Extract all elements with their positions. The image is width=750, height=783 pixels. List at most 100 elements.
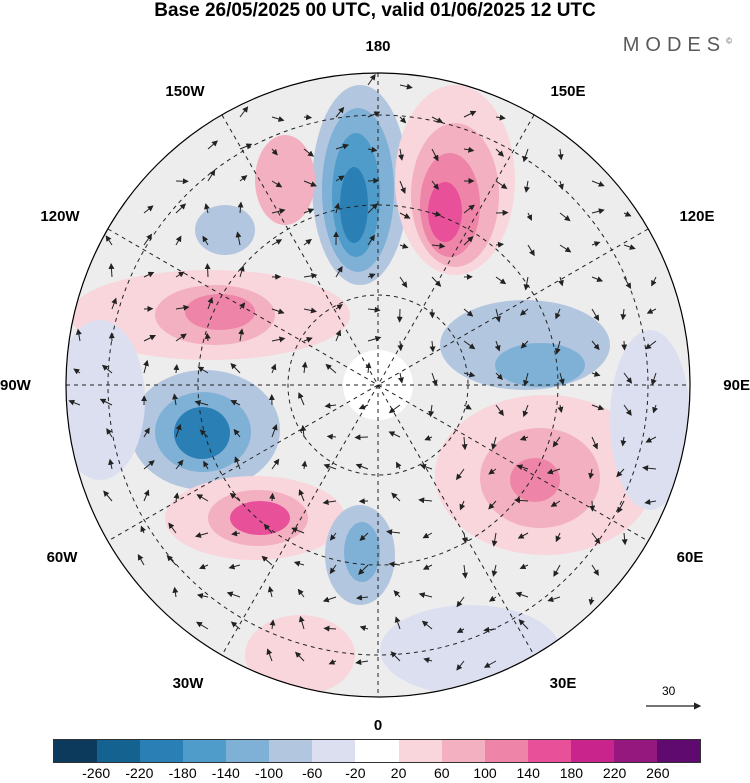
wind-vector-arrow: [491, 436, 497, 450]
wind-vector-arrow: [555, 340, 561, 355]
wind-vector-arrow: [230, 362, 241, 374]
wind-vector-arrow: [367, 234, 375, 246]
wind-vector-arrow: [652, 404, 658, 414]
wind-vector-arrow: [143, 205, 154, 214]
colorbar-segment: [613, 740, 657, 762]
lon-label-150e: 150E: [550, 83, 585, 100]
wind-vector-arrow: [172, 393, 179, 406]
colorbar-tick-label: -140: [211, 765, 240, 781]
wind-vector-arrow: [173, 364, 180, 374]
wind-vector-arrow: [175, 203, 187, 214]
wind-vector-arrow: [397, 340, 404, 352]
wind-vector-arrow: [461, 564, 468, 579]
wind-vector-arrow: [175, 235, 182, 246]
wind-vector-arrow: [488, 595, 497, 602]
wind-vector-arrow: [367, 203, 378, 214]
colorbar-tick-label: 20: [390, 765, 407, 781]
wind-vector-arrow: [644, 499, 657, 505]
wind-vector-arrow: [461, 532, 468, 544]
wind-vector-arrow: [491, 564, 498, 577]
colorbar-tick-label: 100: [473, 765, 497, 781]
wind-vector-arrow: [140, 525, 146, 534]
colorbar-tick-label: 180: [559, 765, 584, 781]
wind-vector-arrow: [367, 111, 381, 118]
wind-vector-arrow: [329, 564, 337, 575]
wind-vector-arrow: [555, 308, 561, 320]
wind-vector-arrow: [335, 304, 343, 310]
wind-vector-arrow: [196, 592, 209, 599]
wind-vector-arrow: [106, 428, 113, 438]
wind-vector-arrow: [303, 337, 313, 343]
wind-vector-arrow: [335, 106, 345, 118]
wind-vector-arrow: [591, 180, 605, 187]
wind-vector-arrow: [266, 648, 273, 662]
wind-vector-arrow: [108, 263, 115, 278]
wind-vector-arrow: [323, 625, 337, 632]
wind-vector-arrow: [393, 590, 401, 598]
wind-vector-arrow: [105, 235, 113, 246]
wind-vector-arrow: [388, 431, 401, 438]
wind-vector-arrow: [526, 212, 532, 221]
wind-vector-arrow: [419, 463, 433, 470]
wind-vector-arrow: [335, 143, 350, 150]
wind-vector-arrow: [358, 564, 369, 575]
wind-vector-arrow: [623, 372, 633, 384]
wind-vector-arrow: [143, 427, 150, 438]
wind-vector-arrow: [463, 308, 474, 317]
wind-vector-arrow: [646, 308, 657, 314]
wind-vector-arrow: [522, 148, 529, 163]
colorbar-segment: [484, 740, 528, 762]
wind-vector-arrow: [359, 532, 369, 541]
wind-vector-arrow: [588, 596, 595, 606]
wind-vector-arrow: [623, 404, 632, 416]
colorbar-ticks: -260 -220 -180 -140 -100 -60 -20 20 60 100 140 180 2…: [53, 765, 701, 783]
wind-vector-arrow: [456, 627, 465, 633]
wind-vector-arrow: [488, 500, 497, 510]
wind-vector-arrow: [461, 436, 468, 451]
wind-vector-arrow: [591, 208, 605, 215]
wind-vector-arrow: [557, 148, 564, 161]
wind-vector-arrow: [463, 403, 472, 410]
lon-label-120e: 120E: [679, 208, 714, 225]
wind-vector-arrow: [175, 423, 182, 438]
wind-vector-arrow: [143, 233, 153, 246]
wind-vector-arrow: [137, 554, 145, 566]
wind-vector-arrow: [463, 204, 475, 214]
wind-vector-arrow: [623, 211, 632, 217]
colorbar-segment: [312, 740, 356, 762]
wind-vector-arrow: [143, 489, 150, 502]
wind-vector-arrow: [207, 169, 216, 182]
brand-logo: MODES©: [623, 34, 732, 57]
wind-vector-arrow: [300, 424, 307, 438]
wind-vector-arrow: [495, 404, 504, 417]
wind-vector-arrow: [229, 492, 241, 502]
wind-vector-arrow: [298, 615, 305, 630]
wind-vector-arrow: [495, 114, 506, 121]
wind-vector-arrow: [431, 180, 439, 190]
colorbar-segment: [183, 740, 227, 762]
wind-vector-arrow: [325, 363, 337, 374]
map-title: Base 26/05/2025 00 UTC, valid 01/06/2025…: [154, 0, 596, 21]
wind-vector-arrow: [523, 372, 529, 387]
wind-vector-arrow: [623, 276, 632, 290]
wind-vector-arrow: [621, 340, 628, 351]
wind-vector-arrow: [328, 659, 337, 665]
colorbar-tick-label: 60: [434, 765, 450, 781]
wind-vector-arrow: [322, 596, 337, 603]
wind-vector-arrow: [303, 180, 317, 187]
wind-vector-arrow: [271, 148, 278, 156]
wind-vector-arrow: [463, 236, 474, 246]
wind-vector-arrow: [173, 492, 180, 502]
wind-vector-arrow: [519, 563, 529, 570]
wind-vector-arrow: [495, 241, 504, 248]
wind-vector-arrow: [356, 594, 369, 601]
wind-vector-arrow: [367, 273, 376, 279]
colorbar-tick-label: -20: [345, 765, 366, 781]
wind-vector-arrow: [459, 500, 466, 511]
wind-vector-arrow: [488, 468, 497, 475]
wind-vector-arrow: [271, 239, 283, 246]
wind-vector-arrow: [194, 400, 209, 406]
wind-vector-arrow: [238, 265, 245, 278]
colorbar: [53, 739, 701, 763]
lon-label-150w: 150W: [165, 83, 205, 100]
